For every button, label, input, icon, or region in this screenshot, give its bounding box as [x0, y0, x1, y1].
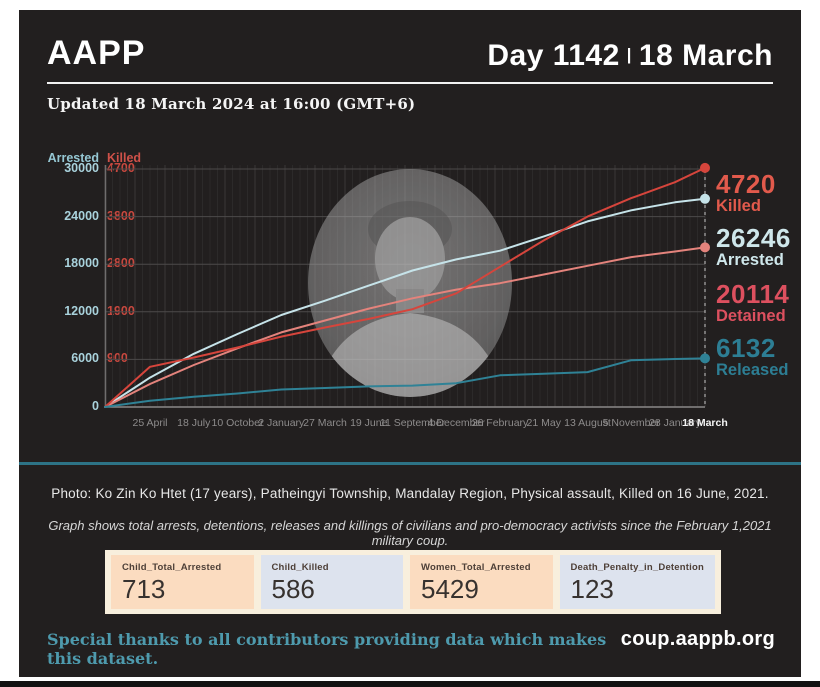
x-axis-tick: 10 October	[211, 417, 264, 429]
stat-value: 5429	[421, 574, 479, 604]
left-axis-tick: 24000	[64, 208, 99, 223]
header: AAPP Day 1142 | 18 March	[47, 34, 773, 73]
stat-label: Women_Total_Arrested	[421, 562, 531, 573]
x-axis-tick: 5 November	[602, 417, 660, 429]
stat-value: 713	[122, 574, 166, 604]
left-axis-tick: 18000	[64, 256, 99, 271]
detained-total: 20114 Detained	[716, 279, 790, 325]
x-axis-tick: 2 January	[258, 417, 305, 429]
header-rule	[47, 82, 773, 84]
stat-value: 586	[271, 574, 315, 604]
data-series-lines	[104, 166, 706, 408]
line-chart: Arrested Killed 30000 24000 18000 12000 6000…	[19, 145, 801, 450]
x-axis-tick: 11 September	[379, 417, 446, 429]
title-date: 18 March	[638, 39, 773, 72]
left-axis-tick: 30000	[64, 161, 99, 175]
stat-card-child-arrested: Child_Total_Arrested 713	[111, 555, 254, 609]
footer: Special thanks to all contributors provi…	[47, 628, 775, 668]
infographic-card: AAPP Day 1142 | 18 March Updated 18 March …	[19, 10, 801, 677]
stat-card-women-arrested: Women_Total_Arrested 5429	[410, 555, 553, 609]
x-axis-tick: 19 June	[350, 417, 388, 429]
x-axis-tick: 18 July	[177, 417, 211, 429]
stat-value: 123	[570, 574, 614, 604]
victim-photo	[308, 169, 512, 397]
left-axis-title: Arrested	[47, 151, 99, 165]
day-title: Day 1142 | 18 March	[487, 39, 773, 73]
left-axis-tick: 12000	[64, 303, 99, 318]
bottom-black-bar	[0, 681, 820, 687]
right-axis-title: Killed	[107, 151, 142, 165]
plot-area	[104, 162, 710, 408]
left-axis-tick: 6000	[71, 351, 99, 366]
killed-total: 4720 Killed	[716, 169, 776, 215]
thanks-text: Special thanks to all contributors provi…	[47, 630, 607, 668]
stat-cards-strip: Child_Total_Arrested 713 Child_Killed 58…	[105, 550, 721, 614]
stat-label: Death_Penalty_in_Detention	[570, 562, 704, 573]
current-day-marker	[700, 162, 710, 407]
photo-caption: Photo: Ko Zin Ko Htet (17 years), Pathei…	[51, 486, 769, 501]
stat-card-child-killed: Child_Killed 586	[260, 555, 403, 609]
updated-timestamp: Updated 18 March 2024 at 16:00 (GMT+6)	[47, 95, 416, 113]
x-axis-tick: 4 December	[427, 417, 485, 429]
arrested-total: 26246 Arrested	[716, 223, 791, 269]
x-axis-tick: 27 March	[303, 417, 347, 429]
teal-divider	[19, 462, 801, 465]
brand-logo: AAPP	[47, 34, 146, 72]
stat-label: Child_Total_Arrested	[122, 562, 222, 573]
day-count: Day 1142	[487, 39, 620, 72]
x-axis-tick: 18 March	[682, 417, 728, 429]
x-axis-tick: 21 May	[526, 417, 561, 429]
x-axis-tick: 25 April	[132, 417, 168, 429]
released-total: 6132 Released	[716, 333, 789, 379]
title-separator: |	[626, 45, 632, 64]
x-axis-tick: 26 February	[471, 417, 529, 429]
left-axis-tick: 0	[92, 399, 99, 413]
website-link[interactable]: coup.aappb.org	[620, 628, 775, 650]
x-axis-tick: 13 August	[564, 417, 611, 429]
graph-note: Graph shows total arrests, detentions, r…	[48, 518, 772, 548]
stat-label: Child_Killed	[271, 562, 329, 573]
x-axis-tick: 28 January	[649, 417, 701, 429]
stat-card-death-penalty: Death_Penalty_in_Detention 123	[559, 555, 715, 609]
